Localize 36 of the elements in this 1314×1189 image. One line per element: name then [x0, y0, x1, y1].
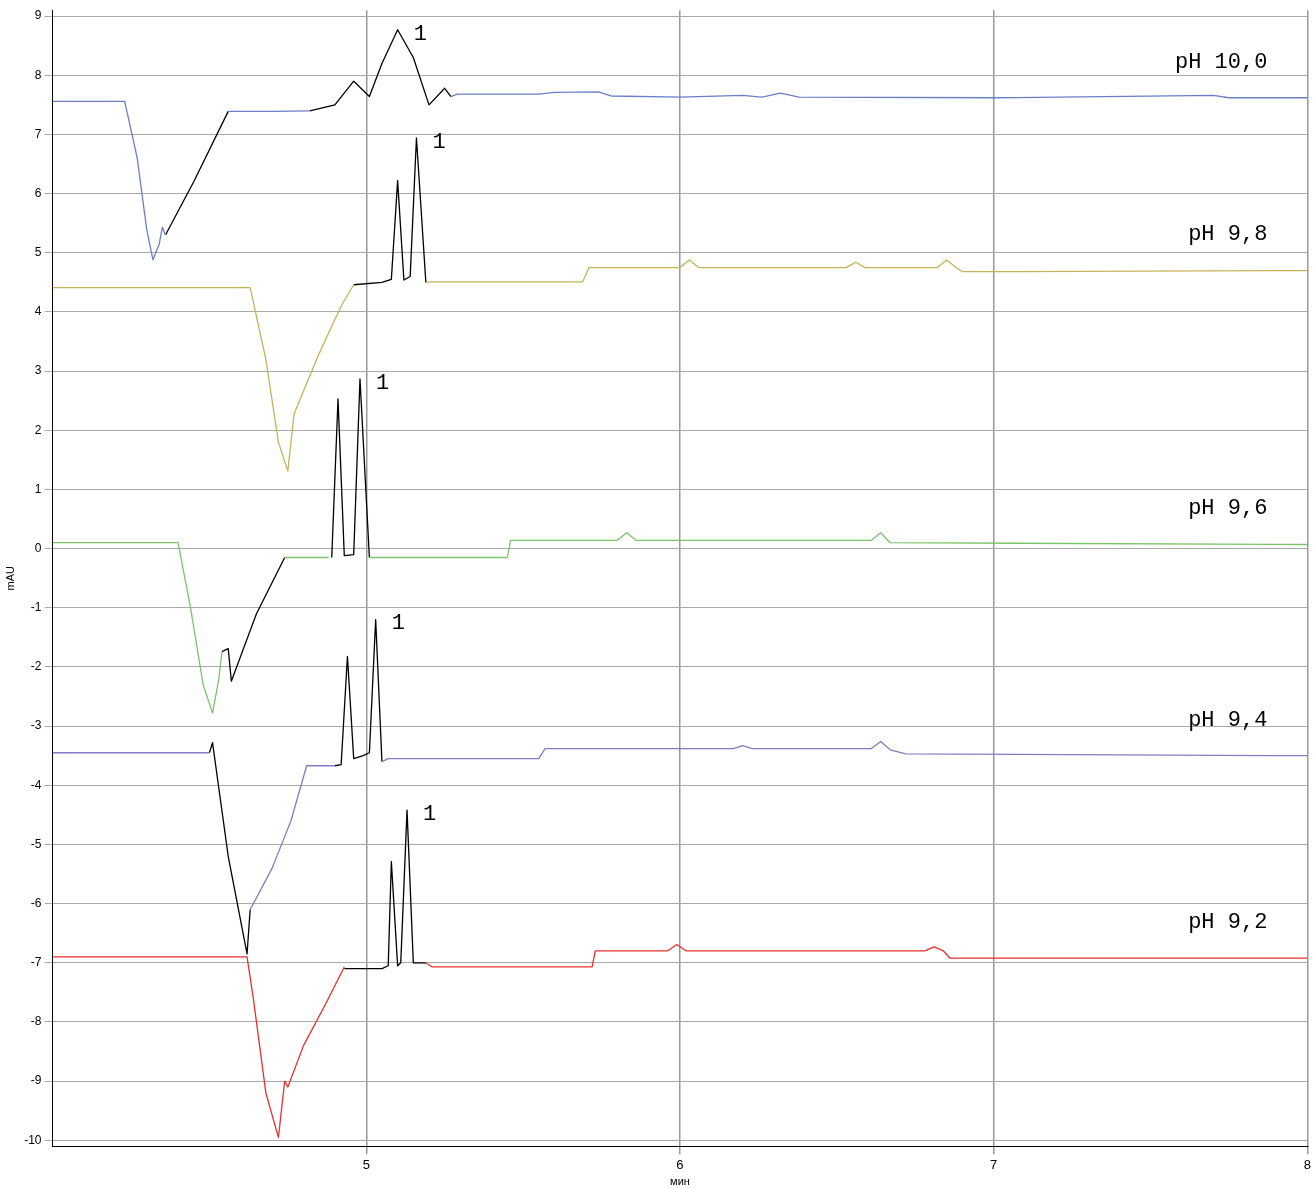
- x-tick-label: 6: [676, 1156, 684, 1172]
- y-tick-label: 0: [34, 540, 42, 555]
- y-tick-label: -1: [30, 600, 42, 615]
- series-label: pH 10,0: [1174, 49, 1268, 75]
- y-tick-label: -9: [30, 1073, 42, 1088]
- x-axis-title: мин: [670, 1175, 690, 1188]
- x-tick-label: 5: [362, 1156, 370, 1172]
- y-tick-label: 8: [34, 67, 42, 82]
- series-label: pH 9,2: [1188, 909, 1268, 935]
- series-label: pH 9,8: [1188, 222, 1268, 248]
- y-tick-label: -10: [24, 1132, 42, 1147]
- y-tick-label: 6: [34, 185, 42, 200]
- y-tick-label: 4: [34, 304, 42, 319]
- annotation: 1: [375, 370, 390, 396]
- y-tick-label: 5: [34, 245, 42, 260]
- y-tick-label: -7: [30, 955, 42, 970]
- y-tick-label: 3: [34, 363, 42, 378]
- y-tick-label: 9: [34, 8, 42, 23]
- annotation: 1: [413, 21, 427, 47]
- y-tick-label: 1: [34, 481, 42, 496]
- y-tick-label: -6: [30, 895, 42, 910]
- series-label: pH 9,4: [1188, 707, 1268, 733]
- y-tick-label: -3: [30, 718, 42, 733]
- y-tick-label: -8: [30, 1014, 42, 1029]
- y-tick-label: -5: [30, 836, 42, 851]
- y-tick-label: -4: [30, 777, 42, 792]
- annotation: 1: [391, 611, 405, 637]
- series-label: pH 9,6: [1188, 496, 1268, 522]
- y-tick-label: 2: [34, 422, 42, 437]
- annotation: 1: [432, 129, 446, 155]
- y-axis-title: mAU: [3, 565, 16, 591]
- x-tick-label: 7: [990, 1156, 998, 1172]
- annotation: 1: [423, 801, 437, 827]
- x-tick-label: 8: [1303, 1156, 1311, 1172]
- y-tick-label: 7: [34, 126, 42, 141]
- y-tick-label: -2: [30, 659, 42, 674]
